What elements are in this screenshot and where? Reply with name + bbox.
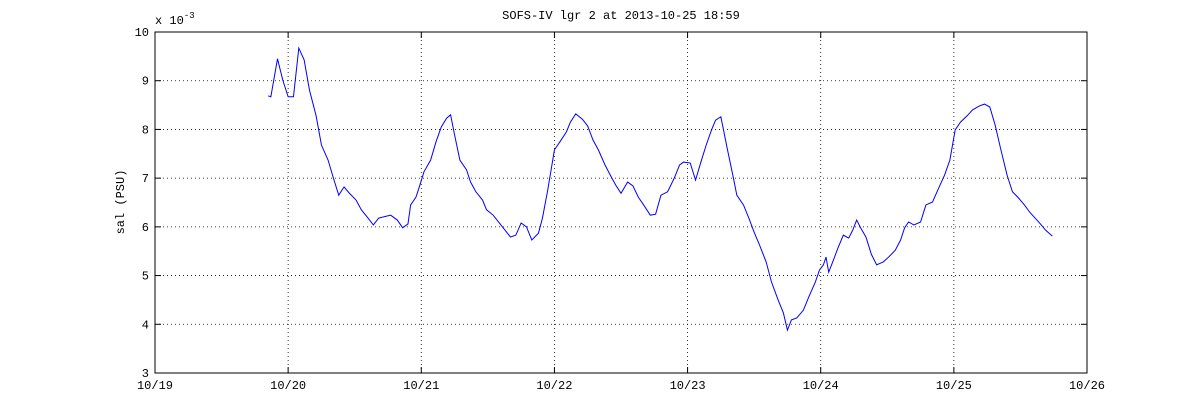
y-tick-label: 6 xyxy=(142,221,149,235)
y-tick-label: 10 xyxy=(135,26,149,40)
x-tick-label: 10/19 xyxy=(137,379,173,393)
x-tick-label: 10/25 xyxy=(936,379,972,393)
data-line xyxy=(267,46,1053,332)
y-tick-label: 9 xyxy=(142,75,149,89)
x-tick-label: 10/23 xyxy=(670,379,706,393)
y-multiplier: x 10-3 xyxy=(155,11,195,28)
chart-title: SOFS-IV lgr 2 at 2013-10-25 18:59 xyxy=(502,9,740,23)
y-tick-label: 7 xyxy=(142,172,149,186)
y-tick-label: 3 xyxy=(142,367,149,381)
y-tick-label: 5 xyxy=(142,270,149,284)
x-tick-label: 10/20 xyxy=(270,379,306,393)
x-tick-label: 10/24 xyxy=(803,379,839,393)
y-axis-label: sal (PSU) xyxy=(114,170,128,235)
y-multiplier-exponent: -3 xyxy=(184,11,195,21)
x-tick-label: 10/22 xyxy=(536,379,572,393)
y-tick-label: 8 xyxy=(142,123,149,137)
plot-frame xyxy=(154,31,1088,374)
x-tick-label: 10/26 xyxy=(1069,379,1105,393)
y-multiplier-base: x 10 xyxy=(155,14,184,28)
x-tick-label: 10/21 xyxy=(403,379,439,393)
y-tick-label: 4 xyxy=(142,318,149,332)
